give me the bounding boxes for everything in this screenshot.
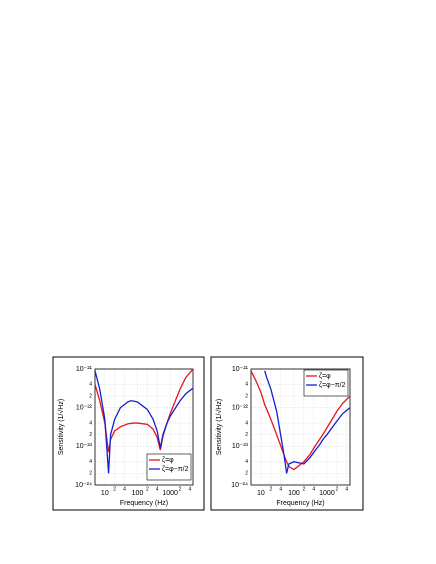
y-tick-label: 4	[245, 459, 248, 465]
y-tick-label: 10⁻²⁴	[75, 482, 92, 489]
x-axis-label: Frequency (Hz)	[276, 500, 324, 507]
y-tick-label: 2	[245, 432, 248, 438]
x-tick-label: 4	[123, 486, 126, 492]
y-tick-label: 4	[89, 459, 92, 465]
legend-label: ζ=φ	[319, 373, 331, 380]
x-axis-label: Frequency (Hz)	[120, 500, 168, 507]
legend-label: ζ=φ−π/2	[162, 466, 189, 473]
x-tick-label: 4	[345, 486, 348, 492]
x-tick-label: 1000	[319, 490, 335, 497]
y-tick-label: 10⁻²¹	[76, 366, 93, 373]
y-tick-label: 4	[89, 420, 92, 426]
x-tick-label: 100	[288, 490, 300, 497]
x-tick-label: 4	[156, 486, 159, 492]
panel-frame	[52, 356, 205, 511]
x-tick-label: 2	[269, 486, 272, 492]
y-tick-label: 2	[89, 432, 92, 438]
y-axis-label: Sensitivity (1/√Hz)	[215, 399, 223, 455]
y-tick-label: 4	[245, 382, 248, 388]
y-tick-label: 4	[245, 420, 248, 426]
x-tick-label: 4	[279, 486, 282, 492]
y-tick-label: 10⁻²³	[76, 443, 93, 450]
x-tick-label: 2	[302, 486, 305, 492]
panel-frame	[210, 356, 364, 511]
y-tick-label: 10⁻²¹	[232, 366, 249, 373]
series-line	[251, 370, 350, 471]
series-line	[95, 369, 193, 453]
y-tick-label: 2	[245, 471, 248, 477]
x-tick-label: 10	[257, 490, 265, 497]
y-axis-label: Sensitivity (1/√Hz)	[57, 399, 65, 455]
x-tick-label: 10	[101, 490, 109, 497]
y-tick-label: 2	[245, 393, 248, 399]
y-tick-label: 10⁻²²	[232, 405, 249, 412]
x-tick-label: 4	[188, 486, 191, 492]
x-tick-label: 2	[146, 486, 149, 492]
y-tick-label: 2	[89, 393, 92, 399]
y-tick-label: 2	[89, 471, 92, 477]
x-tick-label: 1000	[162, 490, 178, 497]
legend-label: ζ=φ	[162, 457, 174, 464]
y-tick-label: 10⁻²⁴	[231, 482, 248, 489]
legend-label: ζ=φ−π/2	[319, 382, 346, 389]
plot-frame	[94, 368, 194, 486]
y-tick-label: 10⁻²²	[76, 405, 93, 412]
series-line	[264, 370, 350, 474]
plot-frame	[250, 368, 351, 486]
legend-box	[146, 453, 192, 481]
series-line	[95, 370, 193, 474]
x-tick-label: 2	[113, 486, 116, 492]
x-tick-label: 2	[179, 486, 182, 492]
x-tick-label: 100	[132, 490, 144, 497]
y-tick-label: 10⁻²³	[232, 443, 249, 450]
y-tick-label: 4	[89, 382, 92, 388]
legend-box	[303, 369, 349, 397]
x-tick-label: 4	[312, 486, 315, 492]
x-tick-label: 2	[335, 486, 338, 492]
